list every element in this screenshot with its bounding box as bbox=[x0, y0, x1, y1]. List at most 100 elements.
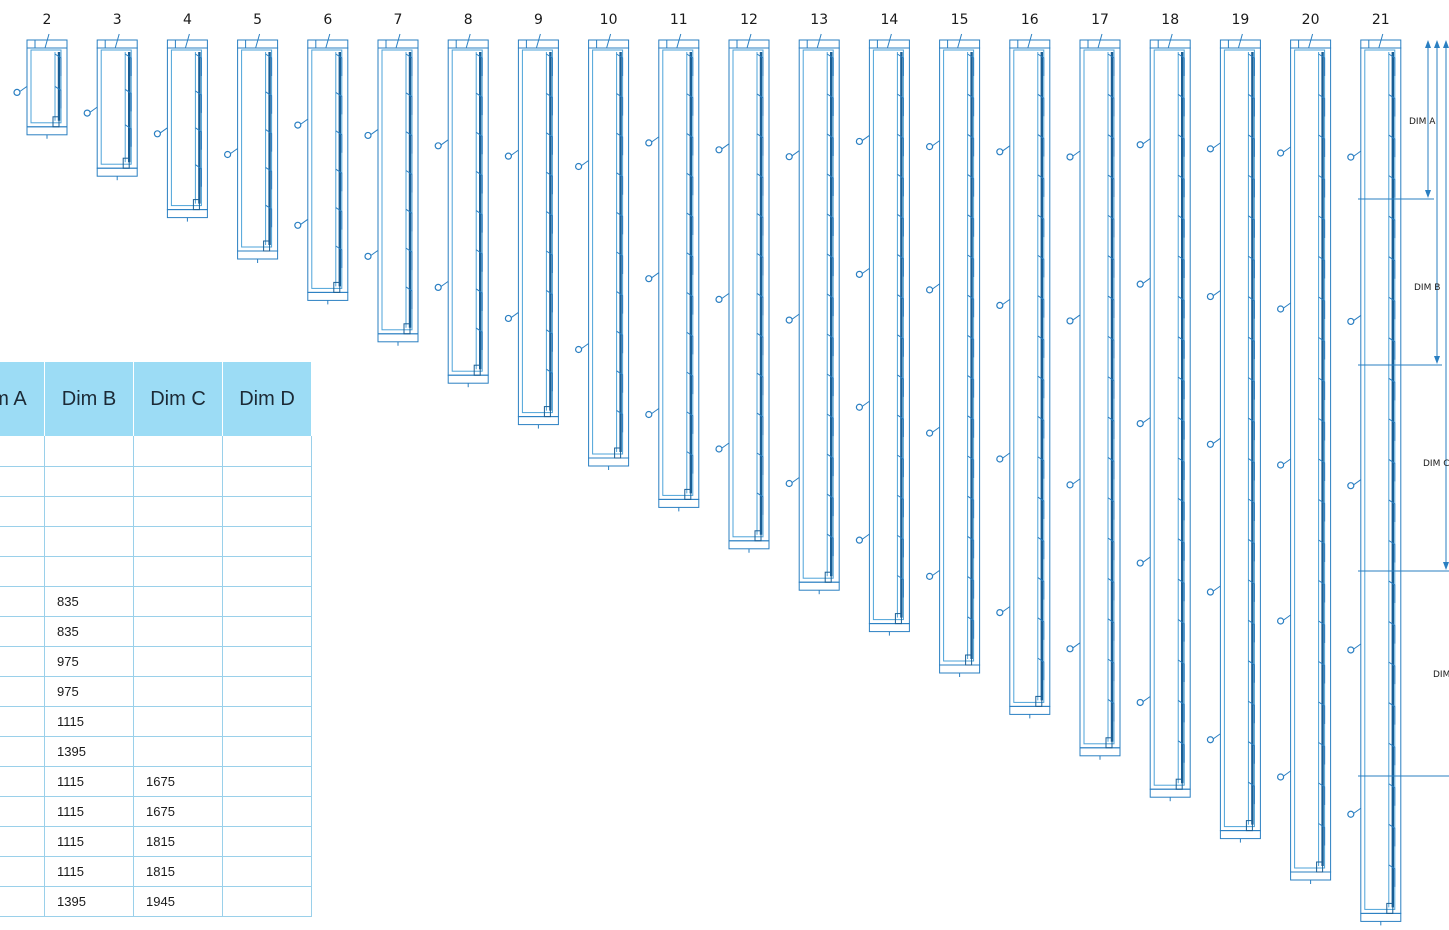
column-segment-tick bbox=[1248, 498, 1255, 521]
dim-a-arrow-head bbox=[1425, 190, 1431, 198]
hinge-marker-icon bbox=[83, 109, 91, 117]
column-segment-tick bbox=[1037, 657, 1045, 681]
cap-tick bbox=[255, 33, 261, 49]
column-number-label: 15 bbox=[951, 12, 969, 28]
cap-tick bbox=[816, 33, 822, 49]
column-number-label: 19 bbox=[1231, 12, 1249, 28]
hinge-leader bbox=[160, 127, 168, 134]
column-foot-bracket bbox=[1245, 820, 1253, 832]
column-segment-tick bbox=[195, 90, 202, 113]
cell-dim-d bbox=[222, 766, 312, 797]
hinge-leader bbox=[791, 150, 800, 157]
column-segment-tick bbox=[1107, 658, 1115, 682]
cell-dim-a: 555 bbox=[0, 826, 45, 857]
header-dim-a: Dim A bbox=[0, 362, 45, 436]
hinge-marker-icon bbox=[855, 403, 864, 411]
cell-dim-a: 975 bbox=[0, 616, 45, 647]
column-segment-tick bbox=[475, 288, 483, 311]
column-segment-tick bbox=[1388, 540, 1396, 563]
column-number-label: 2 bbox=[43, 12, 52, 28]
hinge-leader bbox=[1142, 138, 1151, 145]
hinge-leader bbox=[300, 218, 309, 225]
column-number-label: 6 bbox=[323, 12, 332, 28]
column-segment-tick bbox=[967, 214, 975, 237]
column-bottom-cap bbox=[1149, 788, 1191, 798]
column-segment-tick bbox=[897, 53, 904, 76]
hinge-leader bbox=[1283, 770, 1291, 777]
hinge-marker-icon bbox=[1206, 145, 1215, 153]
hinge-leader bbox=[862, 533, 870, 540]
hinge-marker-icon bbox=[434, 283, 442, 291]
column-segment-tick bbox=[546, 250, 553, 273]
table-row: 975 bbox=[0, 466, 312, 497]
column-segment-tick bbox=[335, 53, 343, 76]
cell-dim-d bbox=[222, 856, 312, 887]
column-segment-tick bbox=[1177, 659, 1185, 682]
column-segment-tick bbox=[616, 330, 624, 354]
cell-dim-c bbox=[133, 496, 223, 527]
column-segment-tick bbox=[686, 411, 694, 434]
cell-dim-a: 555 bbox=[0, 886, 45, 917]
column-segment-tick bbox=[616, 132, 624, 156]
hinge-leader bbox=[89, 106, 98, 113]
column-segment-tick bbox=[195, 164, 202, 187]
column-segment-tick bbox=[1318, 823, 1326, 846]
column-segment-tick bbox=[546, 368, 553, 392]
cell-dim-d bbox=[222, 706, 312, 737]
column-segment-tick bbox=[1388, 459, 1396, 482]
bay-column-20: 20 bbox=[1276, 12, 1332, 884]
hinge-leader bbox=[1283, 146, 1291, 153]
table-row: 555 bbox=[0, 556, 312, 587]
cell-dim-b: 1115 bbox=[44, 856, 134, 887]
cell-dim-b: 1395 bbox=[44, 886, 134, 917]
column-segment-tick bbox=[1037, 93, 1045, 117]
table-row: 55511151675 bbox=[0, 796, 312, 827]
column-segment-tick bbox=[124, 53, 132, 76]
column-foot-bracket bbox=[824, 571, 832, 583]
hinge-marker-icon bbox=[1347, 153, 1355, 161]
table-row: 5551115 bbox=[0, 706, 312, 737]
column-segment-tick bbox=[1318, 620, 1326, 643]
column-foot-bracket bbox=[1035, 695, 1043, 707]
column-segment-tick bbox=[756, 253, 764, 276]
hinge-leader bbox=[791, 477, 800, 483]
cell-dim-c bbox=[133, 436, 223, 467]
column-number-label: 16 bbox=[1021, 12, 1039, 28]
header-dim-d: Dim D bbox=[222, 362, 312, 436]
column-number-label: 14 bbox=[880, 12, 898, 28]
column-segment-tick bbox=[756, 292, 764, 316]
hinge-leader bbox=[1353, 150, 1362, 157]
column-segment-tick bbox=[1037, 295, 1045, 318]
column-number-label: 12 bbox=[740, 12, 758, 28]
hinge-marker-icon bbox=[153, 130, 161, 138]
bay-columns: 2 3 4 5 6 7 8 9 10 11 12 13 14 15 16 17 18 19 20 21 bbox=[13, 12, 1402, 926]
column-segment-tick bbox=[1177, 255, 1185, 278]
column-segment-tick bbox=[1388, 499, 1396, 522]
column-bottom-cap bbox=[517, 416, 559, 426]
column-segment-tick bbox=[1037, 335, 1045, 358]
column-segment-tick bbox=[967, 375, 975, 398]
column-segment-tick bbox=[1248, 174, 1255, 198]
column-inner-frame bbox=[241, 49, 273, 248]
column-segment-tick bbox=[405, 286, 413, 309]
column-number-label: 21 bbox=[1372, 12, 1390, 28]
column-segment-tick bbox=[1177, 619, 1185, 642]
hinge-leader bbox=[1142, 556, 1151, 563]
dim-c-arrow-top bbox=[1443, 40, 1449, 48]
column-foot-bracket bbox=[965, 654, 973, 666]
column-number-label: 4 bbox=[183, 12, 192, 28]
column-segment-tick bbox=[826, 493, 834, 517]
cap-tick bbox=[1308, 33, 1314, 49]
cell-dim-b bbox=[44, 436, 134, 467]
column-segment-tick bbox=[546, 92, 553, 116]
column-inner-frame bbox=[1083, 49, 1115, 745]
column-segment-tick bbox=[686, 331, 694, 355]
cell-dim-c bbox=[133, 616, 223, 647]
column-segment-tick bbox=[195, 53, 202, 76]
bay-column-21: 21 bbox=[1347, 12, 1402, 926]
column-segment-tick bbox=[1388, 580, 1396, 604]
hinge-leader bbox=[1002, 145, 1011, 152]
column-segment-tick bbox=[1388, 661, 1396, 685]
hinge-marker-icon bbox=[996, 301, 1004, 309]
hinge-marker-icon bbox=[996, 608, 1004, 617]
